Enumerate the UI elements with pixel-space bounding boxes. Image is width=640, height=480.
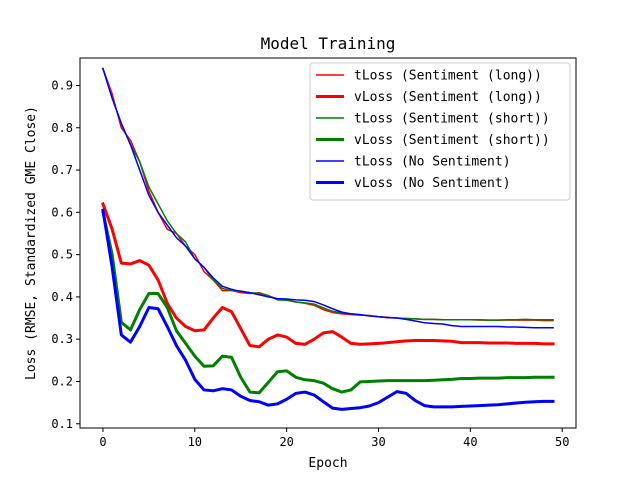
x-axis: 0 10 20 30 40 50: [99, 428, 569, 449]
legend-label: tLoss (No Sentiment): [354, 155, 511, 170]
legend-box: [309, 62, 571, 201]
x-tick-label: 30: [371, 435, 385, 449]
y-tick-label: 0.3: [51, 332, 73, 346]
legend-label: tLoss (Sentiment (short)): [354, 112, 550, 127]
series-line-3: [102, 67, 554, 321]
y-tick-label: 0.2: [51, 374, 73, 388]
legend: tLoss (Sentiment (long)) vLoss (Sentiment…: [309, 62, 571, 201]
plot-frame: [79, 57, 577, 429]
series-layer: [101, 67, 555, 411]
series-line-6: [101, 208, 555, 411]
y-tick-label: 0.1: [51, 417, 73, 431]
x-axis-label: Epoch: [308, 456, 347, 471]
legend-label: vLoss (Sentiment (long)): [354, 90, 542, 105]
x-tick-label: 50: [555, 435, 569, 449]
y-tick-label: 0.9: [51, 78, 73, 92]
y-tick-label: 0.6: [51, 205, 73, 219]
x-tick-label: 40: [463, 435, 477, 449]
y-axis-label: Loss (RMSE, Standardized GME Close): [24, 106, 39, 380]
x-tick-label: 10: [188, 435, 202, 449]
y-tick-label: 0.5: [51, 248, 73, 262]
series-line-4: [101, 210, 555, 395]
y-tick-label: 0.4: [51, 290, 73, 304]
x-tick-label: 20: [279, 435, 293, 449]
series-line-2: [101, 201, 555, 349]
legend-label: vLoss (Sentiment (short)): [354, 133, 550, 148]
series-line-5: [102, 67, 554, 329]
y-axis: 0.1 0.2 0.3 0.4 0.5 0.6 0.7 0.8 0.9: [51, 78, 80, 431]
x-tick-label: 0: [99, 435, 106, 449]
legend-label: vLoss (No Sentiment): [354, 176, 511, 191]
chart-title: Model Training: [261, 34, 396, 53]
y-tick-label: 0.7: [51, 163, 73, 177]
legend-label: tLoss (Sentiment (long)): [354, 69, 542, 84]
y-tick-label: 0.8: [51, 121, 73, 135]
